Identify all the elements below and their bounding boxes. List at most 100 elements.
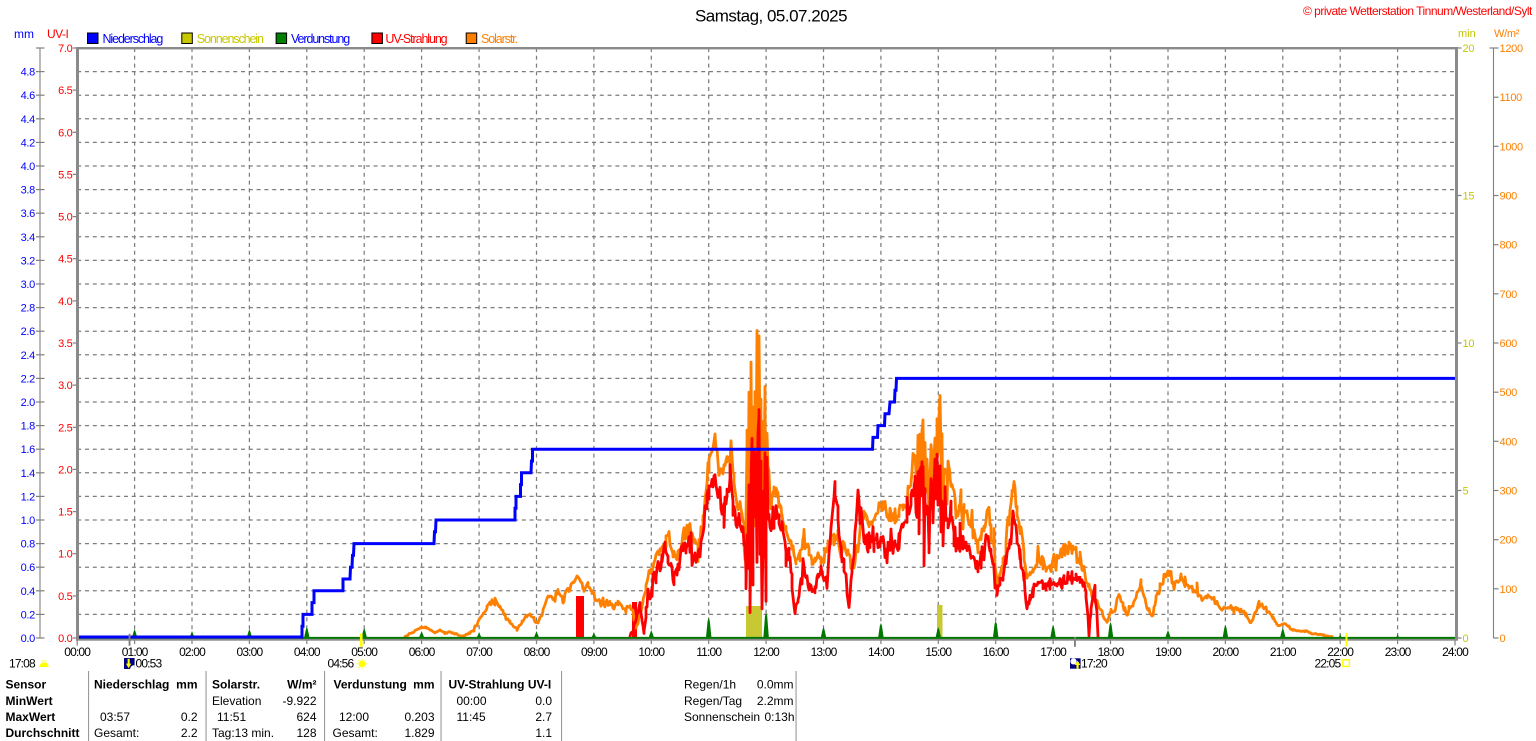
- svg-text:0: 0: [1500, 633, 1506, 645]
- svg-text:23:00: 23:00: [1385, 645, 1412, 659]
- svg-text:900: 900: [1500, 191, 1518, 203]
- svg-text:0.4: 0.4: [21, 586, 36, 598]
- svg-text:00:53: 00:53: [136, 657, 163, 671]
- svg-text:1200: 1200: [1500, 43, 1523, 55]
- svg-text:14:00: 14:00: [868, 645, 895, 659]
- svg-text:15:00: 15:00: [925, 645, 952, 659]
- svg-text:0.0: 0.0: [535, 694, 552, 708]
- svg-text:W/m²: W/m²: [1494, 28, 1520, 40]
- svg-text:5.5: 5.5: [58, 169, 73, 181]
- svg-text:07:00: 07:00: [466, 645, 493, 659]
- svg-text:© private Wetterstation Tinnum: © private Wetterstation Tinnum/Westerlan…: [1303, 4, 1533, 18]
- svg-text:2.2: 2.2: [181, 726, 198, 740]
- svg-text:5: 5: [1463, 486, 1469, 498]
- svg-text:20: 20: [1463, 43, 1475, 55]
- svg-text:06:00: 06:00: [409, 645, 436, 659]
- svg-text:1100: 1100: [1500, 92, 1523, 104]
- svg-text:2.6: 2.6: [21, 326, 36, 338]
- svg-text:3.0: 3.0: [21, 279, 36, 291]
- svg-text:19:00: 19:00: [1155, 645, 1182, 659]
- svg-text:3.6: 3.6: [21, 208, 36, 220]
- svg-text:UV-Strahlung UV-I: UV-Strahlung UV-I: [449, 678, 552, 692]
- svg-text:3.8: 3.8: [21, 185, 36, 197]
- svg-text:MinWert: MinWert: [6, 694, 53, 708]
- svg-text:-9.922: -9.922: [282, 694, 316, 708]
- svg-text:13:00: 13:00: [811, 645, 838, 659]
- svg-text:24:00: 24:00: [1442, 645, 1469, 659]
- svg-text:0: 0: [1463, 633, 1469, 645]
- svg-text:04:00: 04:00: [294, 645, 321, 659]
- svg-text:09:00: 09:00: [581, 645, 608, 659]
- svg-text:02:00: 02:00: [179, 645, 206, 659]
- svg-text:3.4: 3.4: [21, 232, 36, 244]
- svg-text:2.2mm: 2.2mm: [757, 694, 794, 708]
- svg-text:4.6: 4.6: [21, 90, 36, 102]
- svg-text:2.7: 2.7: [535, 710, 552, 724]
- svg-text:08:00: 08:00: [524, 645, 551, 659]
- svg-text:00:00: 00:00: [64, 645, 91, 659]
- svg-text:4.8: 4.8: [21, 67, 36, 79]
- svg-text:MaxWert: MaxWert: [6, 710, 56, 724]
- svg-text:18:00: 18:00: [1098, 645, 1125, 659]
- svg-text:2.0: 2.0: [21, 397, 36, 409]
- svg-text:01:00: 01:00: [122, 645, 149, 659]
- svg-text:1.4: 1.4: [21, 468, 36, 480]
- svg-text:3.5: 3.5: [58, 338, 73, 350]
- svg-text:Regen/1h: Regen/1h: [684, 678, 736, 692]
- svg-text:Solarstr.: Solarstr.: [481, 32, 518, 46]
- svg-text:Gesamt:: Gesamt:: [333, 726, 378, 740]
- svg-text:128: 128: [296, 726, 316, 740]
- svg-text:1.1: 1.1: [535, 726, 552, 740]
- svg-text:min: min: [1458, 28, 1476, 40]
- svg-text:mm: mm: [176, 678, 197, 692]
- svg-text:800: 800: [1500, 240, 1518, 252]
- svg-text:11:51: 11:51: [217, 710, 246, 724]
- svg-text:03:00: 03:00: [237, 645, 264, 659]
- svg-text:17:00: 17:00: [1040, 645, 1067, 659]
- svg-text:5.0: 5.0: [58, 212, 73, 224]
- svg-text:1000: 1000: [1500, 141, 1523, 153]
- svg-text:UV-I: UV-I: [47, 27, 69, 41]
- svg-text:Tag:13 min.: Tag:13 min.: [212, 726, 274, 740]
- svg-text:4.0: 4.0: [21, 161, 36, 173]
- svg-text:0.0: 0.0: [58, 633, 73, 645]
- svg-text:Gesamt:: Gesamt:: [94, 726, 139, 740]
- svg-text:0.203: 0.203: [404, 710, 434, 724]
- svg-text:7.0: 7.0: [58, 43, 73, 55]
- svg-text:10:00: 10:00: [638, 645, 665, 659]
- svg-text:Solarstr.: Solarstr.: [212, 678, 260, 692]
- svg-text:1.8: 1.8: [21, 421, 36, 433]
- svg-text:Durchschnitt: Durchschnitt: [6, 726, 80, 740]
- svg-text:11:45: 11:45: [457, 710, 486, 724]
- svg-text:1.829: 1.829: [404, 726, 434, 740]
- svg-text:Elevation: Elevation: [212, 694, 261, 708]
- svg-text:0:13h: 0:13h: [764, 710, 794, 724]
- svg-text:0.0mm: 0.0mm: [757, 678, 794, 692]
- svg-text:03:57: 03:57: [100, 710, 130, 724]
- svg-text:0.5: 0.5: [58, 591, 73, 603]
- svg-text:Sonnenschein: Sonnenschein: [684, 710, 760, 724]
- svg-text:05:00: 05:00: [351, 645, 378, 659]
- svg-text:2.0: 2.0: [58, 464, 73, 476]
- svg-text:Regen/Tag: Regen/Tag: [684, 694, 742, 708]
- svg-text:22:00: 22:00: [1327, 645, 1354, 659]
- svg-text:Sensor: Sensor: [6, 678, 47, 692]
- svg-text:11:00: 11:00: [696, 645, 722, 659]
- svg-text:500: 500: [1500, 387, 1518, 399]
- svg-text:0.6: 0.6: [21, 562, 36, 574]
- svg-text:2.5: 2.5: [58, 422, 73, 434]
- svg-text:3.2: 3.2: [21, 255, 36, 267]
- svg-text:1.5: 1.5: [58, 507, 73, 519]
- svg-text:1.0: 1.0: [21, 515, 36, 527]
- svg-text:6.0: 6.0: [58, 127, 73, 139]
- svg-text:UV-Strahlung: UV-Strahlung: [385, 32, 447, 46]
- svg-text:00:00: 00:00: [457, 694, 487, 708]
- svg-text:3.0: 3.0: [58, 380, 73, 392]
- svg-text:Sonnenschein: Sonnenschein: [197, 32, 264, 46]
- svg-text:400: 400: [1500, 436, 1518, 448]
- svg-text:17:08: 17:08: [9, 657, 36, 671]
- svg-text:12:00: 12:00: [339, 710, 369, 724]
- svg-text:15: 15: [1463, 191, 1475, 203]
- svg-text:20:00: 20:00: [1213, 645, 1240, 659]
- svg-text:0.2: 0.2: [21, 609, 36, 621]
